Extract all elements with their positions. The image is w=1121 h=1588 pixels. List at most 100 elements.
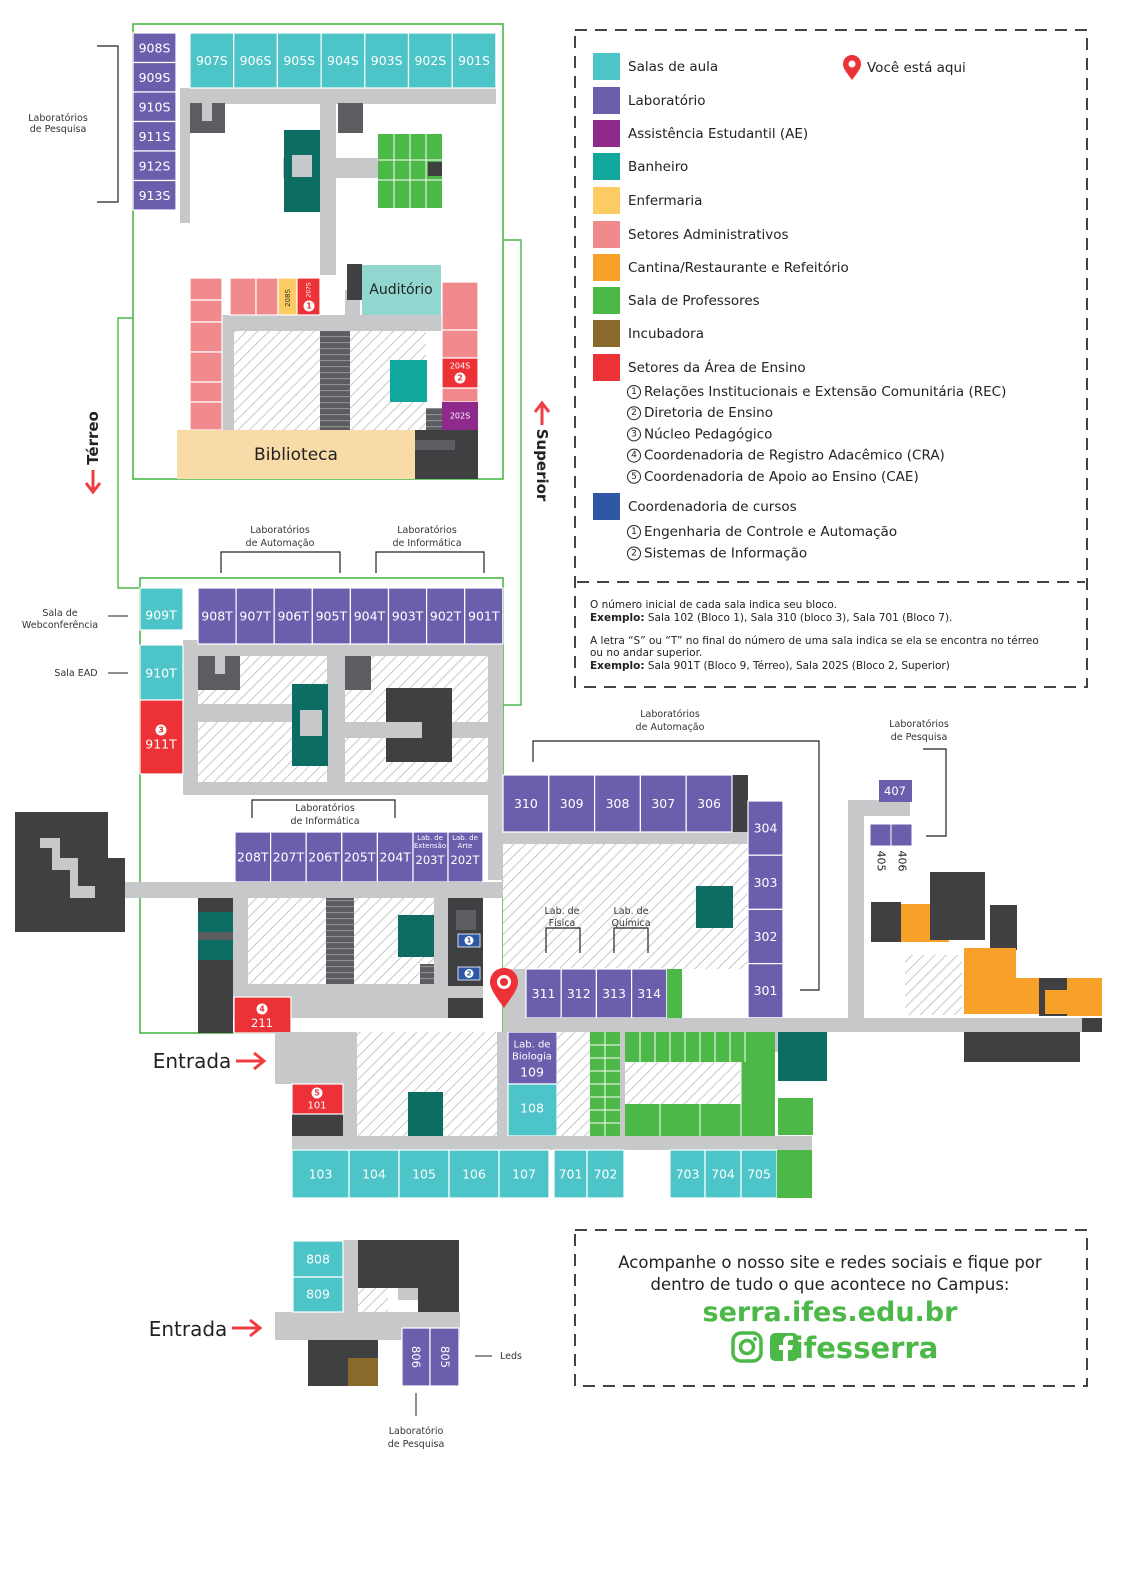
legend-swatch-8 (593, 320, 620, 347)
legend-label-9: Setores da Área de Ensino (628, 359, 806, 376)
legend-label-7: Sala de Professores (628, 293, 760, 309)
ground-rooms-bottom: 103 104 105 106 107 701 702 703 704 705 (291, 1149, 778, 1199)
room-207T (270, 831, 307, 883)
room-207S-label: 207S (306, 282, 313, 297)
social-handle[interactable]: ifesserra (794, 1331, 939, 1365)
teaching-sub-label-1: Relações Institucionais e Extensão Comun… (644, 384, 1006, 400)
room-302 (747, 908, 784, 965)
room-901T-label: 901T (468, 609, 500, 624)
svg-text:407: 407 (884, 784, 906, 798)
room-704-label: 704 (711, 1167, 735, 1182)
courses-sub-num-1: 1 (631, 527, 637, 537)
teaching-sub-label-2: Diretoria de Ensino (644, 405, 773, 421)
automation-labs-label-a: Laboratórios (250, 525, 310, 536)
courses-sub-label-2: Sistemas de Informação (644, 546, 807, 562)
room-104-label: 104 (362, 1167, 386, 1182)
room-202S-label: 202S (450, 412, 470, 421)
room-202S (442, 402, 478, 430)
room-211 (233, 996, 292, 1034)
legend-label-8: Incubadora (628, 326, 704, 342)
room-905S-label: 905S (283, 53, 315, 68)
teaching-sub-num-3: 3 (631, 429, 637, 439)
room-105 (398, 1149, 450, 1199)
svg-text:1: 1 (467, 937, 472, 945)
legend-label-3: Banheiro (628, 159, 688, 175)
site-link[interactable]: serra.ifes.edu.br (703, 1297, 959, 1328)
room-307 (639, 774, 687, 833)
room-913S-label: 913S (139, 188, 171, 203)
room-902T (426, 587, 466, 645)
room-809 (292, 1276, 344, 1313)
svg-text:405: 405 (875, 851, 888, 872)
upper-rooms-left: 908S 909S 910S 911S 912S 913S (132, 32, 177, 211)
upper-research-labs-bracket: Laboratórios de Pesquisa (28, 45, 119, 203)
svg-text:Química: Química (611, 918, 650, 929)
leds-label: Leds (500, 1351, 522, 1362)
informatics-labs-label-b: de Informática (392, 538, 461, 549)
block-3-rooms-top: 310 309 308 307 306 (502, 774, 733, 833)
room-304 (747, 800, 784, 856)
room-103 (291, 1149, 350, 1199)
legend-swatch-5 (593, 221, 620, 248)
room-309 (548, 774, 596, 833)
room-204S-badge: 2 (457, 374, 463, 383)
room-301 (747, 962, 784, 1019)
room-904S-label: 904S (327, 53, 359, 68)
room-902T-label: 902T (430, 609, 462, 624)
legend-label-4: Enfermaria (628, 193, 702, 209)
room-107-label: 107 (512, 1167, 536, 1182)
room-903T-label: 903T (392, 609, 424, 624)
svg-text:809: 809 (306, 1287, 330, 1302)
facebook-icon[interactable] (770, 1333, 798, 1361)
svg-text:Lab. de: Lab. de (514, 1040, 551, 1051)
room-910S (132, 91, 177, 123)
teaching-sub-label-4: Coordenadoria de Registro Adacêmico (CRA… (644, 448, 945, 464)
svg-text:Superior: Superior (533, 429, 551, 502)
courses-sub-label-1: Engenharia de Controle e Automação (644, 524, 897, 540)
svg-text:Sala de: Sala de (42, 608, 77, 619)
room-308-label: 308 (606, 796, 630, 811)
instagram-icon[interactable] (731, 1331, 763, 1363)
courses-sub-num-icon-1 (627, 525, 641, 539)
research-lab-label-8b: de Pesquisa (388, 1439, 445, 1450)
room-203T-label: 203T (416, 853, 446, 867)
research-labs-label-2b: de Pesquisa (891, 732, 948, 743)
block-3: 310 309 308 307 306 304 303 302 301 Laboratório… (490, 709, 1082, 1032)
upper-rooms-top: 907S 906S 905S 904S 903S 902S 901S (189, 32, 497, 89)
room-306 (685, 774, 733, 833)
svg-text:Lab. de: Lab. de (613, 906, 648, 917)
svg-text:Lab. de: Lab. de (452, 834, 478, 842)
room-903S (364, 32, 410, 89)
room-904T (349, 587, 390, 645)
room-901S (451, 32, 497, 89)
footer-line-2: dentro de tudo o que acontece no Campus: (650, 1275, 1009, 1294)
legend-swatch-courses (593, 493, 620, 520)
entrada-label-2: Entrada (149, 1317, 228, 1341)
legend-swatch-9 (593, 354, 620, 381)
explain-2-example: Exemplo: Sala 901T (Bloco 9, Térreo), Sa… (590, 660, 950, 672)
teaching-sub-num-icon-4 (627, 448, 641, 463)
room-307-label: 307 (651, 796, 675, 811)
block-4-5: 407 405 406 Laboratórios de Pesquisa (848, 719, 1102, 1062)
svg-text:Lab. de: Lab. de (417, 834, 443, 842)
room-204S-label: 204S (450, 362, 470, 371)
legend-swatch-7 (593, 287, 620, 314)
room-904S (320, 32, 366, 89)
room-205T-label: 205T (344, 850, 376, 865)
svg-text:Arte: Arte (458, 842, 473, 850)
svg-text:de Pesquisa: de Pesquisa (30, 124, 87, 135)
svg-text:910T: 910T (145, 666, 177, 681)
auditorium-label: Auditório (369, 282, 433, 298)
legend-courses-label: Coordenadoria de cursos (628, 499, 797, 515)
room-109 (507, 1031, 558, 1085)
room-907S-label: 907S (196, 53, 228, 68)
research-lab-label-8a: Laboratório (389, 1426, 444, 1437)
room-105-label: 105 (412, 1167, 436, 1182)
informatics-labs-label-2a: Laboratórios (295, 803, 355, 814)
entrada-arrow-icon-2 (232, 1318, 263, 1338)
you-are-here-marker (490, 968, 518, 1008)
room-702-label: 702 (594, 1167, 618, 1182)
courses-sub-num-icon-2 (627, 546, 641, 561)
ground-floor-south: 5 101 Lab. de Biologia 109 108 (153, 1031, 827, 1199)
room-902S-label: 902S (414, 53, 446, 68)
